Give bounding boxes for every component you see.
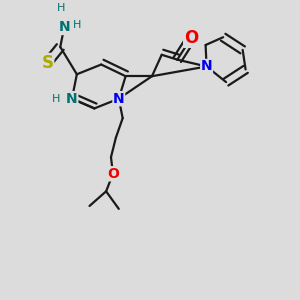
Text: H: H	[52, 94, 60, 104]
Text: S: S	[42, 54, 54, 72]
Text: N: N	[58, 20, 70, 34]
Text: N: N	[66, 92, 78, 106]
Text: N: N	[201, 59, 212, 74]
Text: O: O	[107, 167, 119, 181]
Text: O: O	[184, 29, 198, 47]
Text: N: N	[113, 92, 124, 106]
Text: H: H	[57, 3, 65, 13]
Text: H: H	[73, 20, 81, 29]
